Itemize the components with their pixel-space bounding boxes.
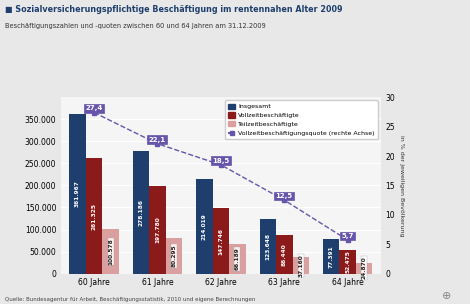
Y-axis label: in % der jeweiligen Bevölkerung: in % der jeweiligen Bevölkerung (399, 135, 404, 236)
Text: 66.189: 66.189 (235, 248, 240, 270)
Text: 147.746: 147.746 (219, 227, 223, 254)
Text: 123.648: 123.648 (266, 233, 270, 260)
Bar (323, 240, 339, 274)
Bar (102, 229, 119, 274)
Text: 80.295: 80.295 (172, 245, 176, 267)
Bar (276, 236, 292, 274)
Legend: Insgesamt, Vollzeitbeschäftigte, Teilzeitbeschäftigte, Vollzeitbeschäftigungsquo: Insgesamt, Vollzeitbeschäftigte, Teilzei… (225, 100, 377, 139)
Text: 24.870: 24.870 (362, 257, 367, 279)
Bar (133, 151, 149, 274)
Text: 18,5: 18,5 (212, 158, 229, 164)
Text: 278.186: 278.186 (139, 199, 143, 226)
Text: 77.391: 77.391 (329, 245, 334, 268)
Text: ⊕: ⊕ (442, 291, 451, 301)
Text: 22,1: 22,1 (149, 136, 166, 143)
Bar (259, 219, 276, 274)
Bar (229, 244, 246, 274)
Text: 261.325: 261.325 (92, 202, 96, 230)
Text: Quelle: Bundesagentur für Arbeit, Beschäftigungsstatistik, 2010 und eigene Berec: Quelle: Bundesagentur für Arbeit, Beschä… (5, 298, 255, 302)
Text: 12,5: 12,5 (275, 193, 293, 199)
Text: 361.967: 361.967 (75, 180, 80, 207)
Text: 86.440: 86.440 (282, 243, 287, 266)
Bar (166, 238, 182, 274)
Bar (292, 257, 309, 274)
Bar (70, 114, 86, 274)
Bar (196, 179, 212, 274)
Bar (212, 209, 229, 274)
Text: 5,7: 5,7 (341, 233, 354, 239)
Text: Beschäftigungszahlen und -quoten zwischen 60 und 64 Jahren am 31.12.2009: Beschäftigungszahlen und -quoten zwische… (5, 23, 266, 29)
Bar (356, 263, 372, 274)
Bar (339, 250, 356, 274)
Text: 214.019: 214.019 (202, 213, 207, 240)
Text: 52.475: 52.475 (345, 250, 350, 274)
Bar (149, 186, 166, 274)
Text: 37.160: 37.160 (298, 254, 303, 277)
Bar (86, 158, 102, 274)
Text: ■ Sozialversicherungspflichtige Beschäftigung im rentennahen Alter 2009: ■ Sozialversicherungspflichtige Beschäft… (5, 5, 342, 14)
Text: 27,4: 27,4 (85, 105, 102, 112)
Text: 100.578: 100.578 (108, 238, 113, 265)
Text: 197.780: 197.780 (155, 217, 160, 244)
